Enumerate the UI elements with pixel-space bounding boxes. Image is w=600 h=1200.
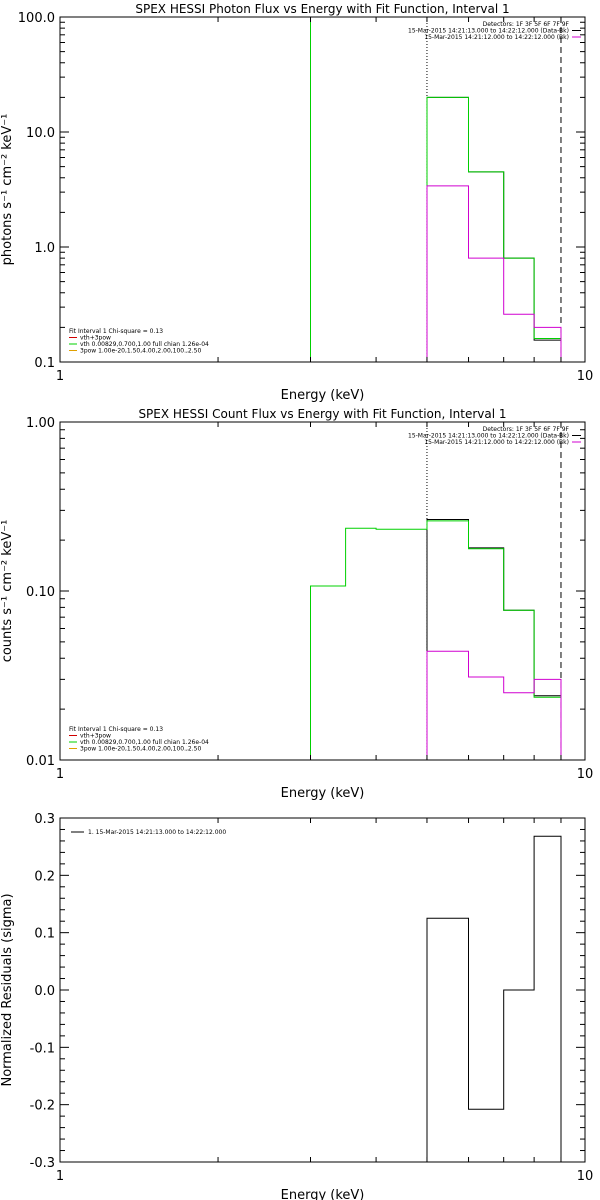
series-step-1 [310,520,562,760]
residuals-panel: 1 10 -0.3 -0.2 -0.1 0.0 0.1 0.2 0.3 Energy (keV) N… [0,812,593,1200]
count-flux-panel: SPEX HESSI Count Flux vs Energy with Fit… [0,407,593,801]
x-tick-label: 10 [577,369,594,384]
fit-legend-entry: vth 0.00829,0.700,1.00 full chian 1.26e-… [80,341,209,348]
legend-entry: 15-Mar-2015 14:21:12.000 to 14:22:12.000… [424,439,569,446]
series-step-3 [426,185,562,362]
y-axis-label: Normalized Residuals (sigma) [0,893,15,1086]
y-tick-label: 0.3 [34,812,55,827]
series-step-2 [426,96,562,362]
legend-entry: 15-Mar-2015 14:21:13.000 to 14:22:12.000… [408,28,569,35]
x-axis-label: Energy (keV) [281,388,365,403]
fit-legend-entry: 3pow 1.00e-20,1.50,4.00,2.00,100.,2.50 [80,348,201,355]
legend-entry: Detectors: 1F 3F 5F 6F 7F 9F [483,21,570,28]
x-tick-label: 1 [56,369,64,384]
legend-entry: Detectors: 1F 3F 5F 6F 7F 9F [483,426,570,433]
photon-flux-panel: SPEX HESSI Photon Flux vs Energy with Fi… [0,2,593,403]
fit-legend-entry: vth+3pow [80,335,111,342]
chart-title: SPEX HESSI Photon Flux vs Energy with Fi… [135,2,509,16]
fit-legend-entry: vth+3pow [80,733,111,740]
fit-legend-entry: 3pow 1.00e-20,1.50,4.00,2.00,100.,2.50 [80,746,201,753]
x-tick-label: 10 [577,767,594,782]
y-tick-label: 0.2 [34,869,55,884]
plot-area [310,422,562,760]
legend-entry: 15-Mar-2015 14:21:13.000 to 14:22:12.000… [408,433,569,440]
x-axis-label: Energy (keV) [281,1188,365,1200]
y-tick-label: 10.0 [26,126,55,141]
chart-title: SPEX HESSI Count Flux vs Energy with Fit… [138,407,506,421]
y-axis-label: counts s⁻¹ cm⁻² keV⁻¹ [0,520,15,663]
y-tick-label: 0.10 [26,585,55,600]
legend-entry: 15-Mar-2015 14:21:12.000 to 14:22:12.000… [424,34,569,41]
y-tick-label: -0.3 [30,1156,55,1171]
y-tick-label: 0.1 [34,927,55,942]
y-axis-label: photons s⁻¹ cm⁻² keV⁻¹ [0,114,15,266]
y-tick-label: 0.1 [34,356,55,371]
series-step-0 [426,835,562,1162]
fit-legend-header: Fit Interval 1 Chi-square = 0.13 [69,726,163,733]
y-tick-label: 100.0 [18,11,55,26]
y-tick-label: -0.2 [30,1099,55,1114]
plot-area [426,835,562,1162]
y-tick-label: 1.00 [26,416,55,431]
y-tick-label: 1.0 [34,241,55,256]
x-tick-label: 1 [56,767,64,782]
plot-area [310,17,562,362]
x-tick-label: 10 [577,1169,594,1184]
x-tick-label: 1 [56,1169,64,1184]
x-axis-label: Energy (keV) [281,786,365,801]
legend-entry: 1. 15-Mar-2015 14:21:13.000 to 14:22:12.… [88,829,226,836]
plot-frame [59,16,586,363]
y-tick-label: 0.0 [34,984,55,999]
y-tick-label: -0.1 [30,1041,55,1056]
y-tick-label: 0.01 [26,754,55,769]
fit-legend-header: Fit Interval 1 Chi-square = 0.13 [69,328,163,335]
series-step-2 [426,650,562,760]
fit-legend-entry: vth 0.00829,0.700,1.00 full chian 1.26e-… [80,739,209,746]
